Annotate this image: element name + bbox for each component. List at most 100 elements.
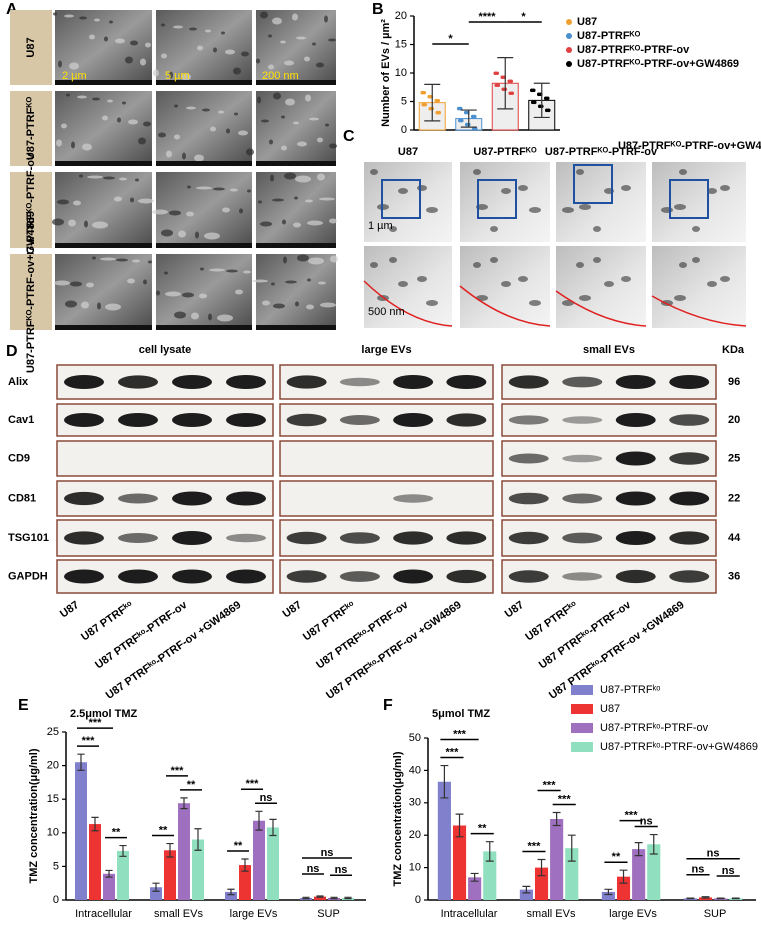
- sem-texture: [222, 207, 230, 213]
- sem-texture: [241, 51, 249, 57]
- sem-texture: [148, 260, 152, 264]
- kda-label: 96: [728, 376, 740, 388]
- point-decoration: [531, 88, 536, 93]
- protein-label: CD81: [8, 492, 36, 504]
- blot-frame: [279, 440, 494, 477]
- organelle: [593, 226, 601, 232]
- legend-label: U87: [577, 16, 597, 28]
- sem-texture: [226, 269, 238, 273]
- significance-label: **: [112, 826, 121, 838]
- y-tick-label: 40: [409, 764, 421, 776]
- error-bar: [119, 844, 127, 857]
- sem-info-bar: [55, 325, 152, 330]
- sem-texture: [205, 29, 211, 33]
- sem-texture: [194, 154, 204, 162]
- blot-band: [172, 569, 212, 584]
- bar: [164, 850, 176, 900]
- sem-image: [55, 254, 152, 330]
- legend-label: U87: [600, 703, 620, 715]
- sem-texture: [284, 172, 296, 180]
- sem-texture: [58, 60, 62, 68]
- sem-texture: [234, 112, 238, 116]
- sem-texture: [213, 47, 217, 53]
- blot-band: [118, 533, 158, 543]
- group-header: large EVs: [361, 344, 411, 356]
- error-bar: [470, 872, 479, 882]
- error-bar: [485, 841, 494, 862]
- blot-band: [286, 413, 327, 427]
- bar: [150, 887, 162, 900]
- significance-label: ns: [692, 864, 705, 876]
- blot-band: [669, 531, 710, 545]
- scale-label: 5 µm: [165, 70, 190, 82]
- y-tick-label: 0: [401, 124, 407, 136]
- sem-texture: [195, 231, 199, 239]
- sem-texture: [329, 143, 337, 149]
- sem-texture: [169, 210, 181, 216]
- sem-image: [256, 172, 336, 248]
- blot-band: [339, 571, 380, 582]
- sem-texture: [297, 254, 309, 262]
- sem-texture: [122, 101, 126, 105]
- y-tick-label: 25: [47, 726, 59, 738]
- legend-marker: [566, 47, 572, 53]
- chart-title: 5μmol TMZ: [432, 708, 490, 720]
- x-tick-label: Intracellular: [441, 908, 498, 920]
- organelle: [674, 204, 686, 210]
- unit-label: KDa: [722, 344, 745, 356]
- bar: [483, 851, 497, 900]
- significance-label: **: [159, 824, 168, 836]
- sem-texture: [221, 31, 225, 35]
- bar: [519, 889, 533, 900]
- blot-band: [393, 569, 434, 584]
- sem-texture: [182, 152, 186, 160]
- scale-label: 1 µm: [368, 220, 393, 232]
- error-bar: [166, 842, 174, 858]
- kda-label: 20: [728, 414, 740, 426]
- kda-label: 25: [728, 452, 740, 464]
- blot-band: [562, 416, 603, 424]
- sem-texture: [257, 96, 261, 104]
- x-tick-label: SUP: [317, 908, 340, 920]
- error-bar: [567, 834, 576, 862]
- sem-texture: [293, 121, 299, 125]
- sem-texture: [103, 176, 115, 180]
- point-decoration: [437, 110, 442, 115]
- sem-texture: [318, 281, 326, 285]
- y-tick-label: 10: [409, 862, 421, 874]
- sem-texture: [272, 198, 284, 202]
- error-bar: [460, 109, 477, 128]
- sem-texture: [138, 198, 154, 204]
- blot-band: [508, 492, 549, 505]
- blot-band: [562, 532, 603, 544]
- sem-texture: [115, 38, 125, 44]
- point-decoration: [496, 83, 501, 88]
- sem-texture: [54, 280, 70, 286]
- kda-label: 44: [728, 532, 741, 544]
- sem-texture: [283, 256, 287, 264]
- panel-label: D: [6, 343, 18, 360]
- y-tick-label: 30: [409, 797, 421, 809]
- sem-texture: [317, 137, 323, 143]
- sem-texture: [217, 314, 233, 322]
- sem-texture: [182, 292, 194, 298]
- organelle: [562, 207, 574, 213]
- error-bar: [731, 897, 740, 900]
- bar: [550, 819, 564, 900]
- panel-label: C: [343, 128, 355, 145]
- blot-band: [508, 570, 549, 583]
- blot-band: [64, 491, 104, 506]
- sem-texture: [135, 178, 139, 182]
- sem-texture: [285, 280, 297, 284]
- sem-texture: [328, 38, 336, 42]
- sem-texture: [82, 143, 92, 151]
- sem-texture: [128, 119, 138, 125]
- sem-texture: [97, 302, 101, 310]
- sem-texture: [305, 94, 311, 102]
- lane-label: U87 PTRFᵏᵒ-PTRF-ov: [314, 599, 411, 672]
- organelle: [576, 169, 584, 175]
- sem-texture: [66, 93, 70, 97]
- sem-texture: [324, 15, 328, 23]
- sem-texture: [281, 145, 287, 151]
- sem-texture: [156, 290, 160, 296]
